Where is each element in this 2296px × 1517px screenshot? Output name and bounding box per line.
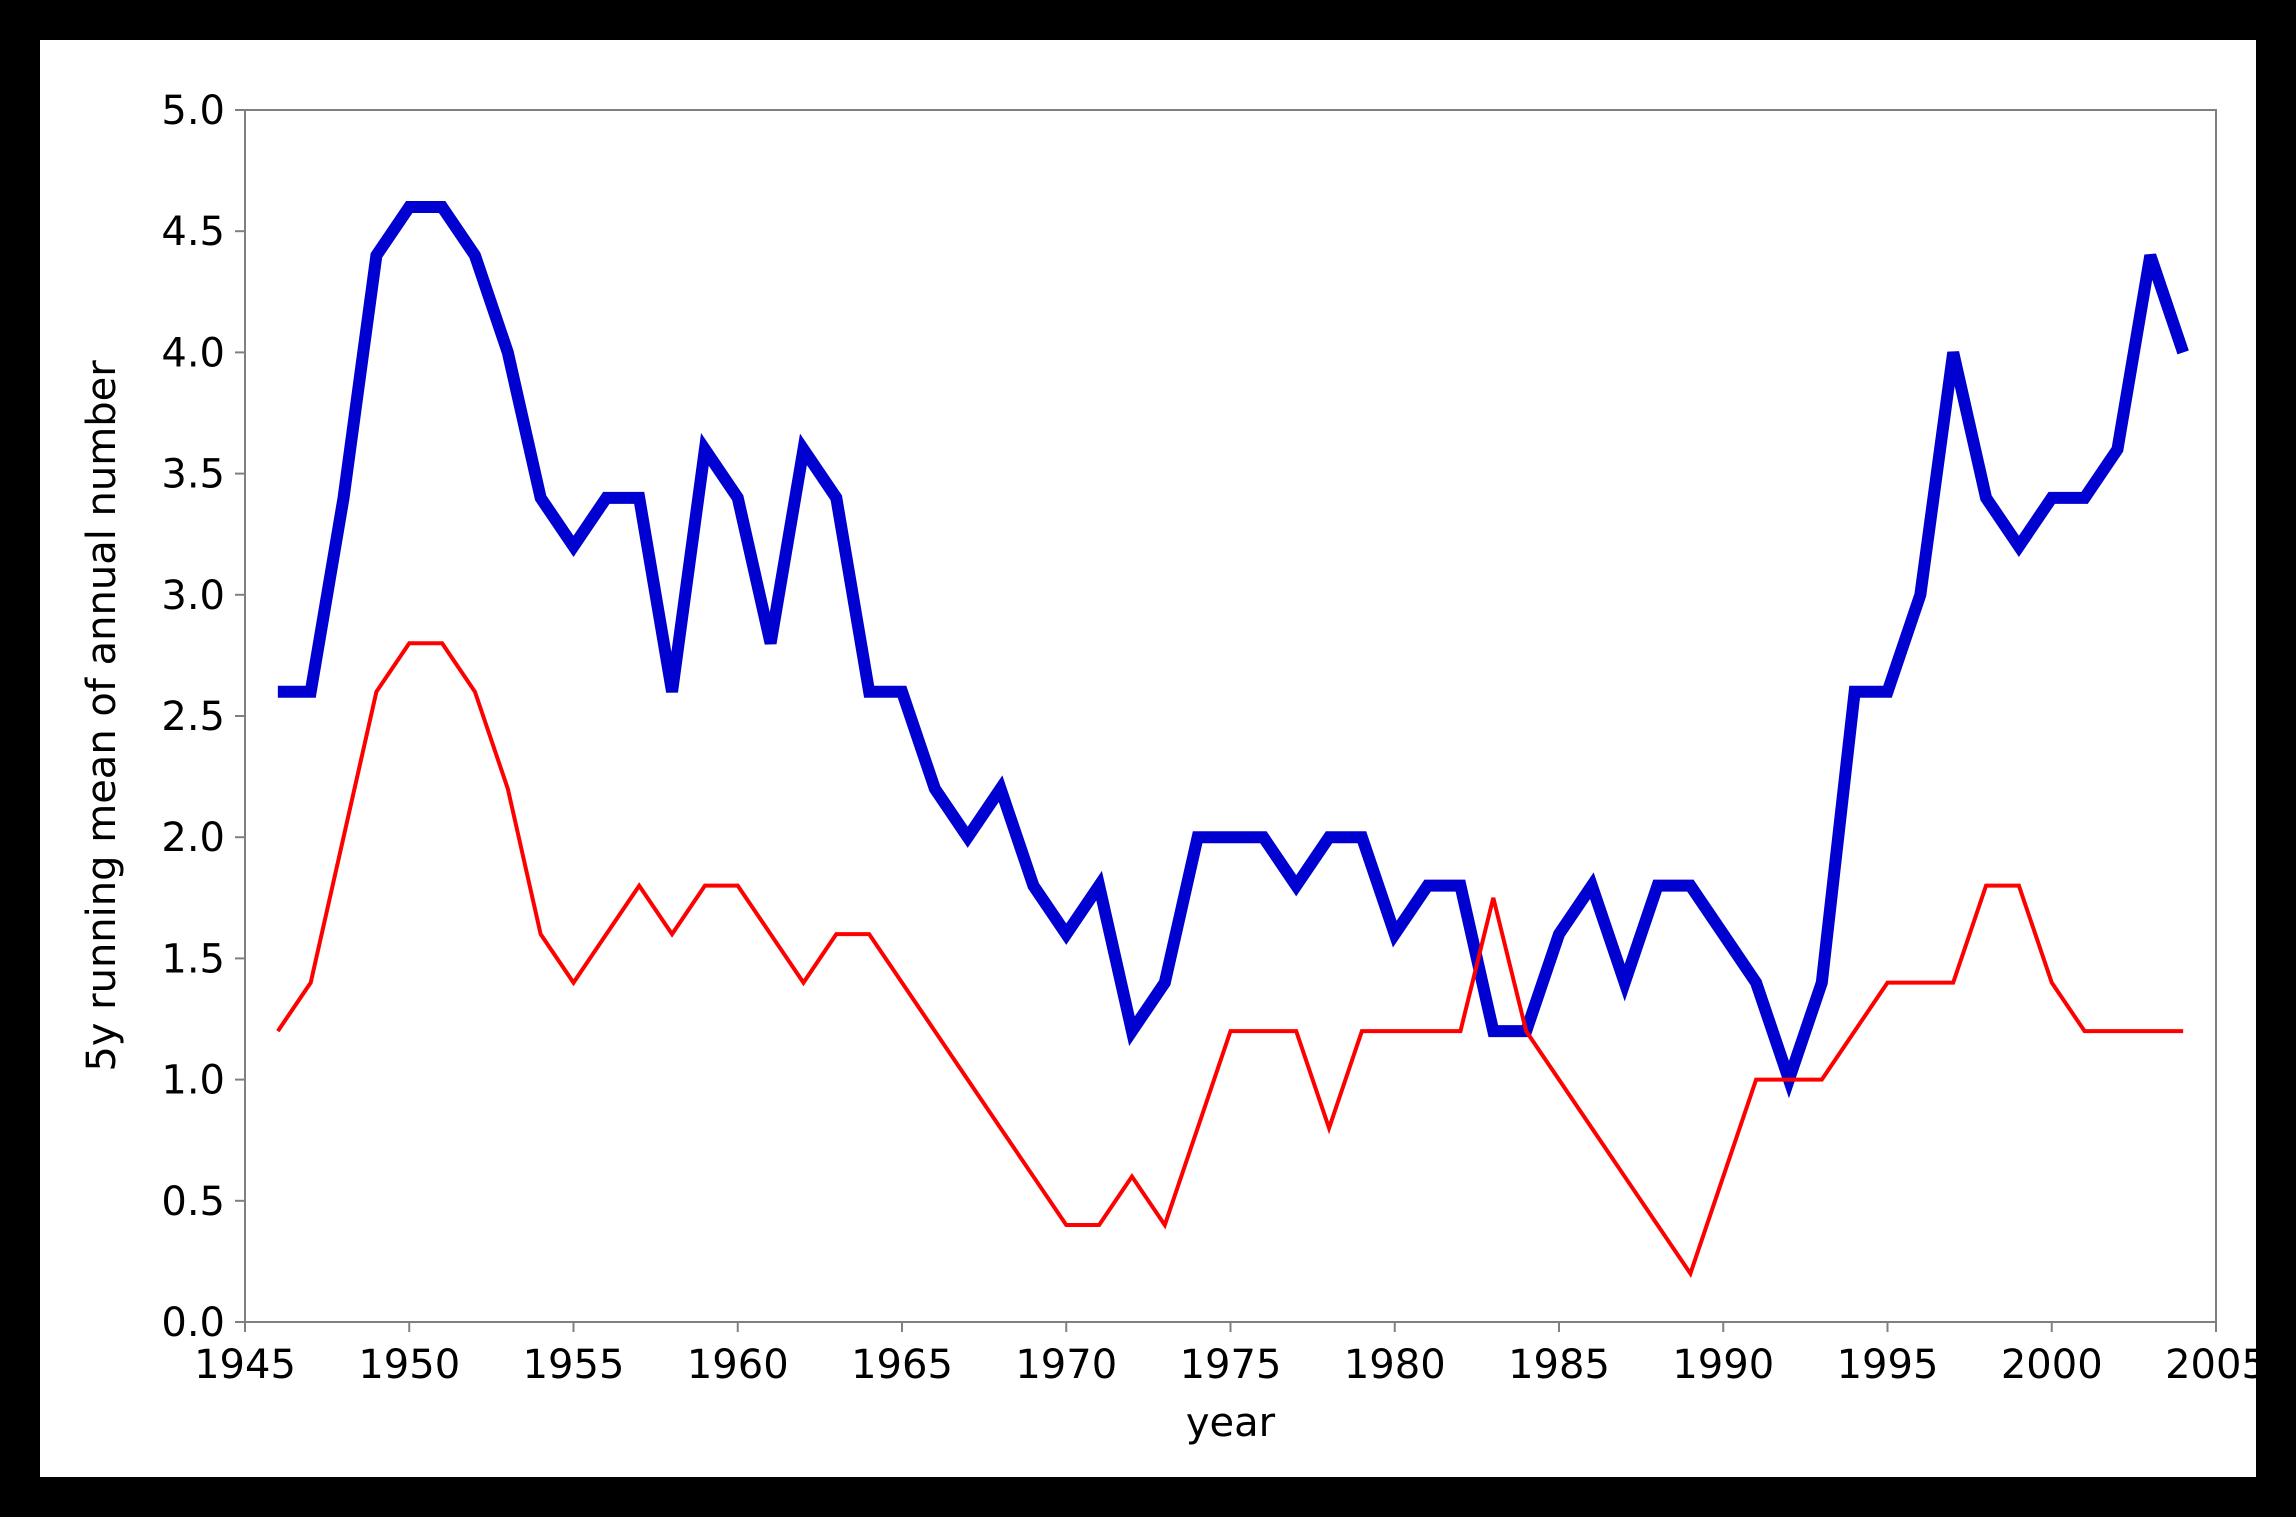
y-tick-label: 2.5 <box>161 694 225 740</box>
y-tick-label: 3.5 <box>161 452 225 498</box>
x-tick-label: 1980 <box>1344 1342 1446 1388</box>
x-tick-label: 1955 <box>523 1342 625 1388</box>
y-axis-label: 5y running mean of annual number <box>79 360 125 1072</box>
x-tick-label: 2005 <box>2165 1342 2256 1388</box>
y-tick-label: 5.0 <box>161 88 225 134</box>
x-tick-label: 1995 <box>1837 1342 1939 1388</box>
x-axis-label: year <box>1186 1400 1276 1446</box>
y-tick-label: 0.5 <box>161 1179 225 1225</box>
y-tick-label: 0.0 <box>161 1300 225 1346</box>
y-tick-label: 4.5 <box>161 209 225 255</box>
y-tick-label: 2.0 <box>161 815 225 861</box>
chart-frame: 1945 1950 1955 1960 1965 1970 1975 1980 1985 1990… <box>40 40 2256 1477</box>
x-tick-label: 1960 <box>687 1342 789 1388</box>
line-chart: 1945 1950 1955 1960 1965 1970 1975 1980 1985 1990… <box>40 40 2256 1477</box>
y-tick-label: 1.5 <box>161 936 225 982</box>
chart-inner: 1945 1950 1955 1960 1965 1970 1975 1980 1985 1990… <box>40 40 2256 1477</box>
x-tick-label: 1975 <box>1180 1342 1282 1388</box>
plot-area <box>245 110 2216 1322</box>
y-tick-label: 3.0 <box>161 573 225 619</box>
x-tick-label: 1945 <box>194 1342 296 1388</box>
x-tick-label: 1985 <box>1508 1342 1610 1388</box>
x-tick-label: 1965 <box>851 1342 953 1388</box>
x-tick-label: 2000 <box>2001 1342 2103 1388</box>
y-tick-label: 4.0 <box>161 330 225 376</box>
y-tick-label: 1.0 <box>161 1058 225 1104</box>
x-tick-label: 1950 <box>358 1342 460 1388</box>
x-tick-label: 1990 <box>1672 1342 1774 1388</box>
x-tick-label: 1970 <box>1015 1342 1117 1388</box>
